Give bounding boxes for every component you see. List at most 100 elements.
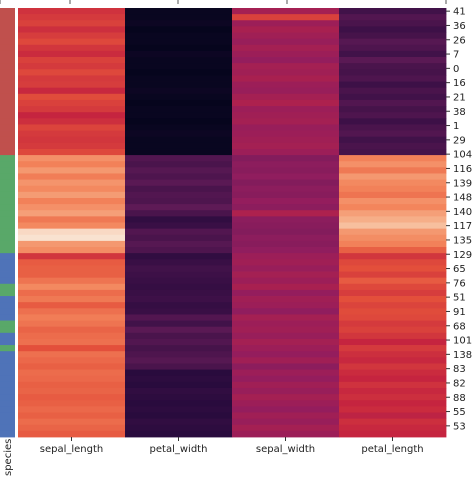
- species-color-cell: [0, 106, 15, 113]
- heatmap-cell: [18, 81, 126, 89]
- species-color-cell: [0, 130, 15, 138]
- column-label: petal_width: [150, 444, 208, 455]
- heatmap-cell: [339, 204, 447, 211]
- heatmap-cell: [232, 124, 340, 131]
- heatmap-cell: [339, 234, 447, 242]
- heatmap-cell: [125, 81, 233, 89]
- heatmap-cell: [125, 130, 233, 138]
- heatmap-cell: [339, 375, 447, 383]
- heatmap-cell: [18, 338, 126, 346]
- heatmap-cell: [339, 259, 447, 266]
- heatmap-cell: [232, 296, 340, 303]
- heatmap-cell: [339, 308, 447, 315]
- heatmap-cell: [18, 69, 126, 76]
- species-color-cell: [0, 381, 15, 389]
- heatmap-cell: [339, 326, 447, 334]
- heatmap-cell: [232, 20, 340, 27]
- heatmap-cell: [339, 265, 447, 272]
- heatmap-cell: [125, 179, 233, 187]
- heatmap-cell: [18, 369, 126, 377]
- heatmap-cell: [125, 332, 233, 340]
- heatmap-cell: [125, 8, 233, 15]
- heatmap-cell: [232, 210, 340, 217]
- heatmap-cell: [232, 253, 340, 260]
- heatmap-cell: [232, 381, 340, 389]
- heatmap-cell: [125, 161, 233, 168]
- heatmap-cell: [18, 106, 126, 113]
- heatmap-cell: [339, 424, 447, 432]
- heatmap-cell: [339, 210, 447, 217]
- heatmap-cell: [339, 240, 447, 248]
- heatmap-cell: [232, 81, 340, 89]
- row-tick-label: 38: [453, 107, 466, 118]
- heatmap-cell: [339, 369, 447, 377]
- heatmap-cell: [18, 26, 126, 33]
- heatmap-cell: [18, 228, 126, 236]
- heatmap-cell: [339, 124, 447, 131]
- heatmap-cell: [125, 106, 233, 113]
- species-color-cell: [0, 173, 15, 180]
- species-color-cell: [0, 50, 15, 58]
- species-color-cell: [0, 283, 15, 291]
- species-color-cell: [0, 185, 15, 193]
- heatmap-cell: [339, 216, 447, 223]
- heatmap-cell: [18, 271, 126, 279]
- row-tick-label: 26: [453, 35, 466, 46]
- heatmap-cell: [125, 338, 233, 346]
- species-color-cell: [0, 136, 15, 144]
- heatmap-cell: [339, 50, 447, 58]
- heatmap-cell: [232, 369, 340, 377]
- heatmap-cell: [18, 32, 126, 40]
- heatmap-cell: [125, 265, 233, 272]
- heatmap-cell: [232, 345, 340, 352]
- heatmap-cell: [125, 112, 233, 119]
- species-color-cell: [0, 38, 15, 46]
- heatmap-cell: [125, 216, 233, 223]
- species-color-cell: [0, 75, 15, 82]
- species-color-cell: [0, 148, 15, 156]
- heatmap-cell: [232, 387, 340, 395]
- row-tick-label: 68: [453, 321, 466, 332]
- heatmap-cell: [125, 44, 233, 52]
- species-color-cell: [0, 63, 15, 70]
- heatmap-cell: [232, 75, 340, 82]
- heatmap-cell: [339, 430, 447, 438]
- species-color-cell: [0, 338, 15, 346]
- heatmap-cell: [18, 130, 126, 138]
- species-color-cell: [0, 87, 15, 95]
- heatmap-cell: [232, 50, 340, 58]
- species-color-cell: [0, 265, 15, 272]
- heatmap-cell: [18, 381, 126, 389]
- heatmap-cell: [339, 32, 447, 40]
- heatmap-cell: [339, 381, 447, 389]
- heatmap-cell: [125, 345, 233, 352]
- species-color-cell: [0, 99, 15, 107]
- species-color-cell: [0, 406, 15, 413]
- heatmap-cell: [232, 148, 340, 156]
- heatmap-cell: [18, 20, 126, 27]
- heatmap-cell: [232, 99, 340, 107]
- row-tick-label: 16: [453, 78, 466, 89]
- species-color-cell: [0, 240, 15, 248]
- species-color-cell: [0, 32, 15, 40]
- heatmap-cell: [18, 155, 126, 162]
- heatmap-cell: [339, 345, 447, 352]
- heatmap-cell: [18, 387, 126, 395]
- heatmap-cell: [18, 412, 126, 420]
- heatmap-cell: [18, 418, 126, 426]
- heatmap-cell: [18, 57, 126, 64]
- heatmap-cell: [18, 204, 126, 211]
- heatmap-cell: [232, 44, 340, 52]
- heatmap-cell: [125, 210, 233, 217]
- heatmap-cell: [232, 87, 340, 95]
- heatmap-cell: [18, 424, 126, 432]
- heatmap-cell: [339, 14, 447, 21]
- heatmap-cell: [339, 357, 447, 364]
- heatmap-cell: [125, 302, 233, 309]
- heatmap-cell: [339, 26, 447, 33]
- heatmap-cell: [232, 265, 340, 272]
- heatmap-cell: [125, 167, 233, 174]
- species-color-cell: [0, 81, 15, 89]
- heatmap-cell: [18, 240, 126, 248]
- species-color-cell: [0, 161, 15, 168]
